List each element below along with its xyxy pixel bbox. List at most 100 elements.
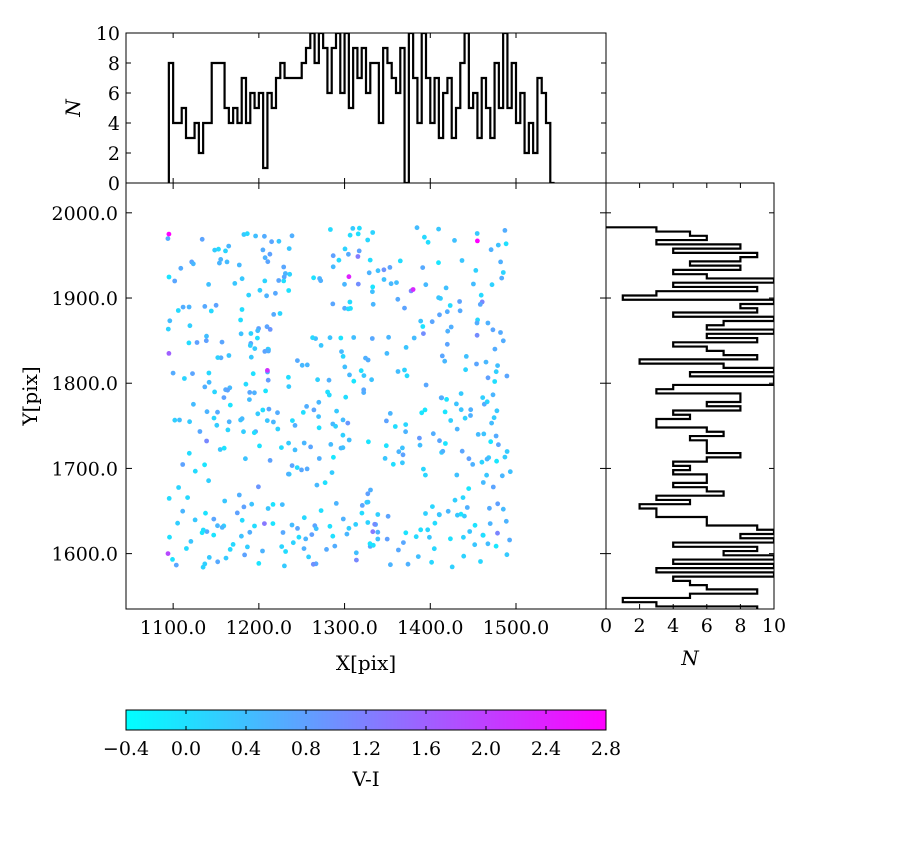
scatter-point	[329, 470, 335, 475]
scatter-point	[327, 335, 333, 341]
scatter-point	[452, 238, 457, 243]
scatter-point	[490, 484, 496, 490]
scatter-point	[170, 557, 175, 562]
scatter-point	[375, 529, 381, 535]
scatter-point	[315, 377, 320, 383]
scatter-point	[423, 382, 429, 388]
scatter-point	[403, 422, 409, 427]
top-histogram-y-label: N	[61, 98, 85, 118]
scatter-point	[423, 282, 429, 288]
scatter-point	[503, 241, 509, 247]
scatter-point	[244, 231, 250, 237]
scatter-point	[375, 512, 381, 517]
scatter-point	[172, 417, 178, 423]
scatter-point	[458, 407, 464, 413]
scatter-point	[471, 281, 476, 287]
scatter-point	[336, 257, 342, 263]
scatter-point	[419, 410, 425, 416]
scatter-point	[190, 261, 196, 267]
scatter-point	[165, 236, 171, 242]
scatter-point	[485, 375, 491, 381]
scatter-point	[271, 312, 277, 317]
scatter-point	[384, 536, 390, 542]
scatter-point	[477, 302, 483, 307]
scatter-point	[286, 384, 292, 389]
scatter-point	[255, 335, 260, 341]
scatter-point	[484, 456, 490, 462]
scatter-point	[182, 376, 187, 381]
scatter-point	[230, 542, 236, 547]
scatter-point	[479, 459, 485, 465]
scatter-point	[325, 389, 330, 395]
scatter-point	[206, 370, 212, 376]
scatter-point	[200, 564, 206, 570]
top-histogram-panel: 0 2 4 6 8 10 N	[61, 23, 607, 195]
scatter-point	[494, 458, 499, 464]
scatter-point	[340, 354, 346, 359]
scatter-point	[351, 378, 357, 384]
scatter-point	[461, 553, 467, 559]
scatter-point	[468, 407, 474, 413]
scatter-point	[504, 552, 510, 558]
scatter-point	[226, 419, 232, 425]
scatter-point	[346, 251, 351, 257]
scatter-point	[425, 239, 431, 245]
scatter-point	[250, 371, 256, 377]
scatter-point	[495, 242, 501, 248]
scatter-point	[318, 343, 324, 348]
scatter-point	[452, 497, 458, 503]
scatter-point	[334, 408, 339, 414]
scatter-point	[265, 259, 271, 265]
scatter-point	[311, 275, 316, 281]
scatter-point	[346, 525, 352, 531]
scatter-point	[166, 496, 172, 501]
scatter-point	[347, 299, 353, 305]
scatter-point	[204, 409, 210, 415]
scatter-point	[475, 238, 480, 244]
scatter-point	[439, 353, 445, 359]
scatter-point	[474, 320, 480, 326]
scatter-point	[370, 230, 376, 235]
scatter-point	[290, 540, 296, 546]
scatter-point	[443, 285, 449, 291]
scatter-point	[283, 271, 288, 276]
scatter-point	[443, 441, 448, 446]
scatter-frame	[125, 182, 607, 610]
scatter-point	[276, 278, 282, 283]
scatter-point	[226, 243, 232, 249]
scatter-point	[266, 348, 271, 354]
scatter-point	[430, 431, 436, 437]
scatter-point	[411, 335, 417, 341]
scatter-point	[463, 367, 468, 373]
scatter-point	[358, 368, 364, 374]
scatter-point	[184, 546, 189, 551]
scatter-point	[342, 281, 347, 287]
scatter-points	[165, 225, 513, 570]
top-y-tick-label: 6	[108, 83, 120, 105]
colorbar-tick-label: 2.4	[531, 738, 561, 760]
scatter-point	[192, 517, 198, 523]
scatter-point	[342, 364, 348, 370]
right-x-tick-label: 0	[600, 615, 612, 637]
scatter-point	[260, 247, 266, 253]
scatter-point	[204, 529, 210, 534]
scatter-point	[455, 512, 460, 518]
scatter-point	[170, 370, 176, 376]
right-histogram-x-ticks: 0 2 4 6 8 10	[600, 183, 786, 637]
scatter-point	[202, 462, 208, 468]
scatter-point	[499, 473, 505, 479]
scatter-point	[344, 531, 350, 537]
scatter-point	[289, 522, 295, 528]
scatter-point	[338, 335, 344, 341]
scatter-point	[242, 552, 248, 558]
scatter-point	[437, 438, 442, 444]
colorbar-tick-label: 1.6	[411, 738, 441, 760]
scatter-point	[366, 270, 372, 276]
scatter-point	[197, 429, 203, 434]
scatter-point	[333, 423, 338, 429]
scatter-point	[292, 447, 298, 453]
scatter-point	[494, 408, 500, 414]
scatter-point	[370, 289, 375, 295]
colorbar-tick-label: −0.4	[103, 738, 149, 760]
scatter-point	[449, 564, 455, 570]
